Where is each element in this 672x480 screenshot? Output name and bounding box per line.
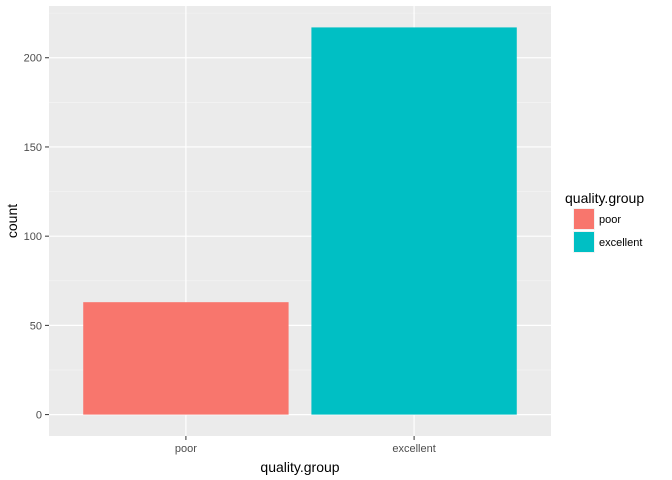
legend-key-swatch (574, 232, 594, 252)
legend-key-swatch (574, 209, 594, 229)
y-axis-title: count (4, 204, 20, 238)
x-tick-label: poor (175, 443, 197, 455)
y-tick-label: 100 (24, 231, 42, 243)
bar-poor (83, 302, 289, 415)
legend-label: excellent (599, 237, 642, 249)
y-tick-label: 200 (24, 53, 42, 65)
bar-excellent (311, 27, 517, 415)
x-axis-title: quality.group (260, 459, 339, 475)
x-tick-label: excellent (392, 443, 435, 455)
y-axis: 0 50 100 150 200 (24, 53, 49, 422)
y-tick-label: 150 (24, 142, 42, 154)
y-tick-label: 50 (30, 320, 42, 332)
x-axis: poor excellent (175, 436, 436, 455)
legend-label: poor (599, 214, 621, 226)
legend-title: quality.group (565, 190, 644, 206)
legend: quality.group poor excellent (565, 190, 644, 253)
bars (83, 27, 517, 415)
y-tick-label: 0 (36, 410, 42, 422)
